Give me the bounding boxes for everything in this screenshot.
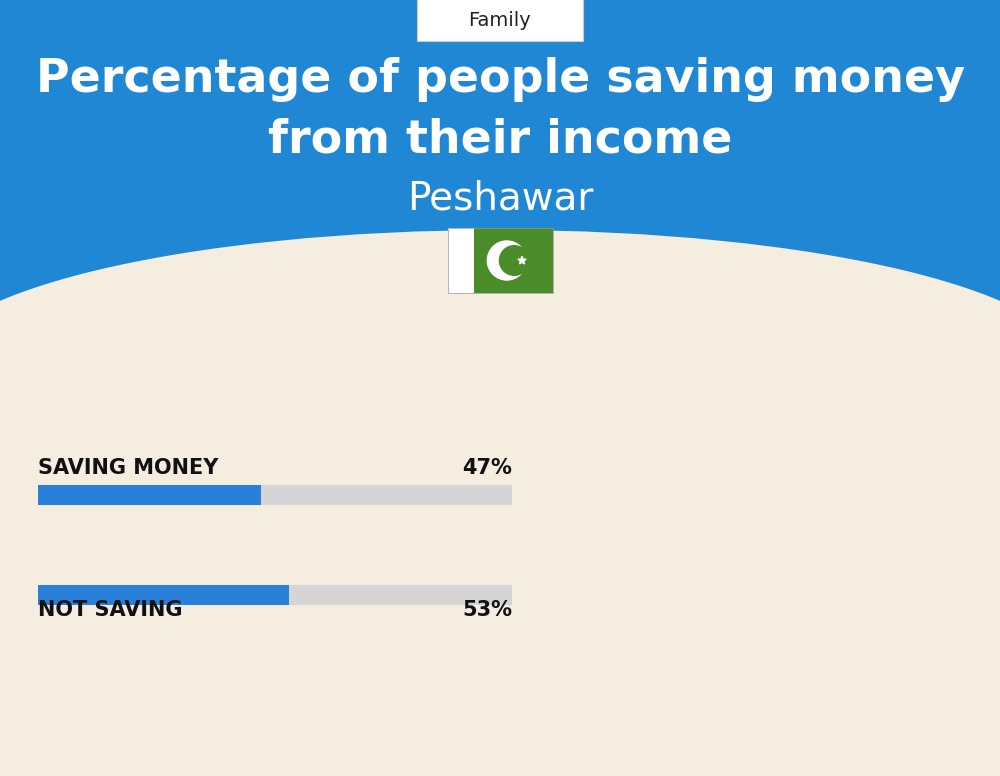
Ellipse shape — [0, 230, 1000, 510]
Circle shape — [499, 246, 529, 275]
Text: SAVING MONEY: SAVING MONEY — [38, 458, 218, 478]
Text: from their income: from their income — [268, 117, 732, 162]
Text: 53%: 53% — [462, 600, 512, 620]
FancyBboxPatch shape — [0, 370, 1000, 776]
FancyBboxPatch shape — [38, 585, 289, 605]
FancyBboxPatch shape — [38, 585, 512, 605]
Text: NOT SAVING: NOT SAVING — [38, 600, 182, 620]
FancyBboxPatch shape — [38, 485, 512, 505]
FancyBboxPatch shape — [448, 228, 474, 293]
Text: Family: Family — [469, 11, 531, 29]
Text: 47%: 47% — [462, 458, 512, 478]
Polygon shape — [518, 256, 526, 264]
Text: Percentage of people saving money: Percentage of people saving money — [36, 57, 964, 102]
Text: Peshawar: Peshawar — [407, 179, 593, 217]
FancyBboxPatch shape — [38, 485, 261, 505]
Circle shape — [487, 241, 526, 280]
FancyBboxPatch shape — [474, 228, 552, 293]
FancyBboxPatch shape — [417, 0, 583, 41]
FancyBboxPatch shape — [0, 0, 1000, 370]
